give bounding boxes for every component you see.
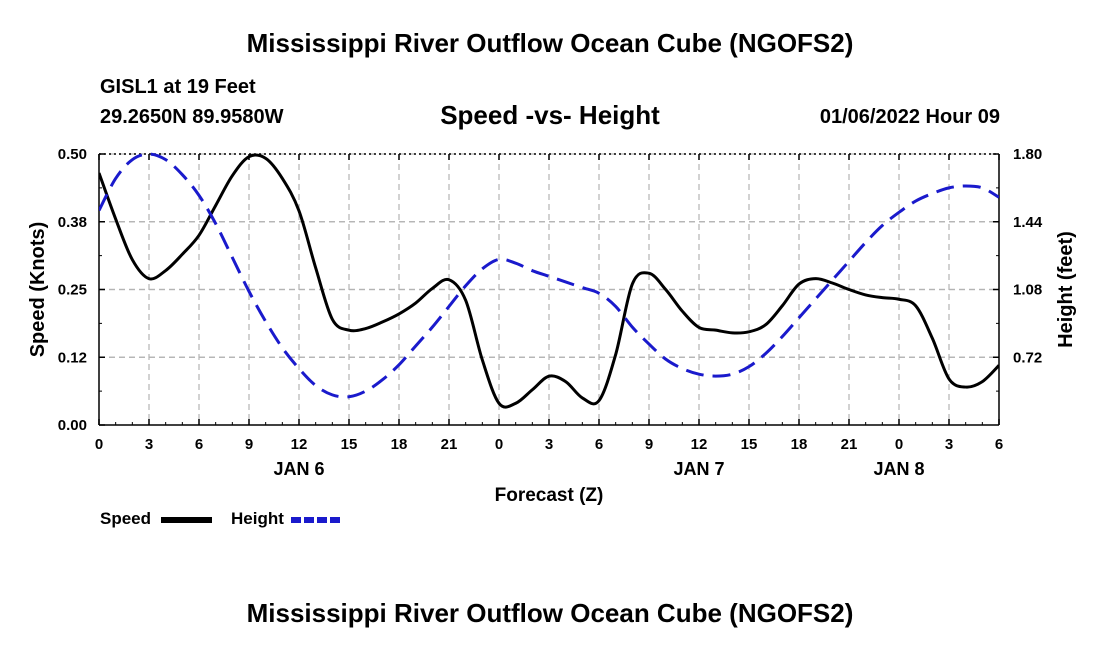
x-tick-label: 0 [95,436,103,453]
x-tick-label: 21 [841,436,858,453]
y-tick-label: 0.12 [58,349,87,366]
x-tick-label: 9 [645,436,653,453]
y2-tick-label: 0.72 [1013,349,1042,366]
y2-axis-title: Height (feet) [1055,231,1077,348]
x-tick-label: 15 [341,436,358,453]
station-label: GISL1 at 19 Feet [100,76,256,98]
y-tick-label: 0.00 [58,417,87,434]
main-title: Mississippi River Outflow Ocean Cube (NG… [246,28,854,58]
x-tick-label: 3 [545,436,553,453]
legend-speed-label: Speed [100,509,152,528]
x-tick-label: 3 [145,436,153,453]
y-tick-label: 0.50 [58,146,87,163]
x-tick-label: 12 [691,436,708,453]
y-tick-label: 0.25 [58,282,87,299]
x-tick-label: 9 [245,436,253,453]
date-label: JAN 7 [673,459,724,479]
y2-tick-label: 1.44 [1013,214,1043,231]
chart-subtitle: Speed -vs- Height [440,100,660,130]
y2-tick-label: 1.08 [1013,282,1042,299]
coordinates-label: 29.2650N 89.9580W [100,106,284,128]
x-tick-label: 3 [945,436,953,453]
series-line-speed [99,153,999,409]
x-tick-label: 6 [595,436,603,453]
x-tick-label: 18 [791,436,808,453]
x-tick-label: 18 [391,436,408,453]
y2-tick-label: 1.80 [1013,146,1042,163]
x-tick-label: 15 [741,436,758,453]
x-tick-label: 21 [441,436,458,453]
x-axis-title: Forecast (Z) [495,485,604,506]
x-tick-label: 12 [291,436,308,453]
x-tick-label: 6 [195,436,203,453]
x-tick-label: 0 [495,436,503,453]
y-tick-label: 0.38 [58,214,87,231]
forecast-datetime: 01/06/2022 Hour 09 [819,106,1000,128]
series-line-height [99,152,999,399]
date-label: JAN 8 [873,459,924,479]
x-tick-label: 6 [995,436,1003,453]
bottom-title: Mississippi River Outflow Ocean Cube (NG… [246,598,854,628]
x-tick-label: 0 [895,436,903,453]
y-axis-title: Speed (Knots) [27,222,49,358]
legend-height-label: Height [231,509,284,528]
date-label: JAN 6 [273,459,324,479]
